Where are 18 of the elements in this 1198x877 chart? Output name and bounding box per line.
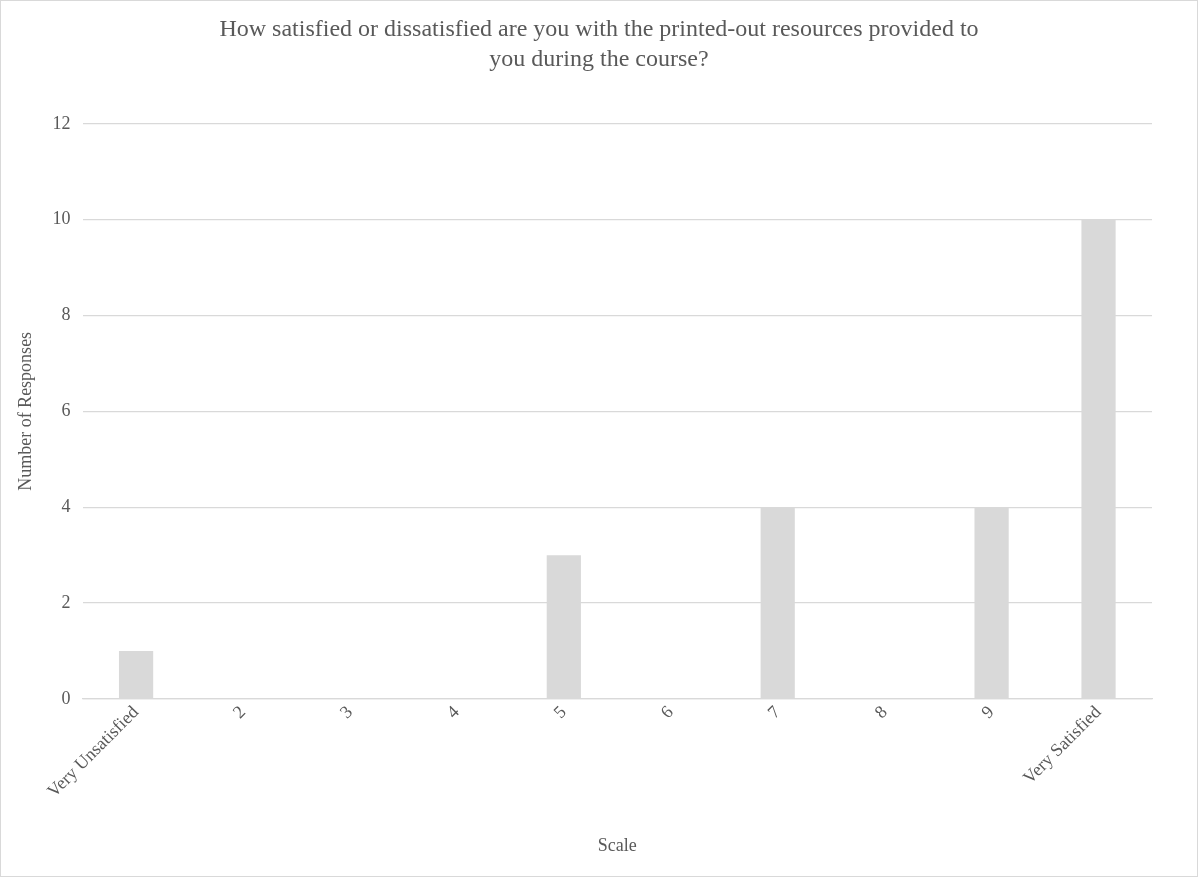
y-tick-label: 10 xyxy=(52,208,71,229)
x-tick-label: 6 xyxy=(656,701,677,723)
y-axis-title: Number of Responses xyxy=(14,331,35,491)
y-tick-label: 4 xyxy=(61,495,71,516)
x-tick-label: 4 xyxy=(442,701,464,723)
y-tick-label: 6 xyxy=(61,400,71,421)
chart-title: How satisfied or dissatisfied are you with the printed-out resources provided to you during the course? xyxy=(218,14,980,73)
x-tick-label: 8 xyxy=(870,701,891,723)
x-tick-label: 9 xyxy=(977,701,998,723)
x-tick-label: 3 xyxy=(335,701,357,723)
x-tick-label: 7 xyxy=(763,701,784,723)
x-axis-title: Scale xyxy=(597,834,637,855)
y-tick-label: 2 xyxy=(61,591,71,612)
x-tick-label: 5 xyxy=(549,701,571,723)
y-tick-label: 0 xyxy=(61,687,71,708)
x-tick-label: 2 xyxy=(228,701,250,723)
y-tick-label: 12 xyxy=(52,112,71,133)
y-tick-label: 8 xyxy=(61,304,71,325)
